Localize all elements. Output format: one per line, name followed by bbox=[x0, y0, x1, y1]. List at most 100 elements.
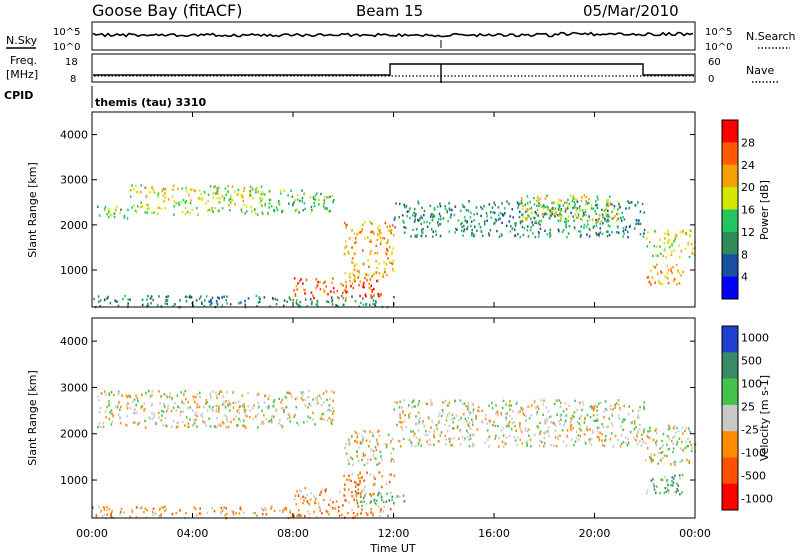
scatter-cell bbox=[559, 434, 561, 437]
scatter-cell bbox=[570, 426, 572, 429]
scatter-cell bbox=[466, 407, 469, 411]
scatter-cell bbox=[467, 432, 469, 435]
scatter-cell bbox=[676, 482, 678, 485]
scatter-cell bbox=[282, 304, 285, 307]
scatter-cell bbox=[369, 303, 371, 307]
scatter-cell bbox=[175, 511, 178, 515]
scatter-cell bbox=[633, 227, 636, 230]
scatter-cell bbox=[571, 438, 573, 441]
scatter-cell bbox=[676, 440, 679, 444]
scatter-cell bbox=[329, 505, 332, 508]
scatter-cell bbox=[260, 199, 262, 202]
scatter-cell bbox=[200, 295, 202, 298]
scatter-cell bbox=[181, 187, 183, 190]
scatter-cell bbox=[356, 433, 359, 436]
scatter-cell bbox=[247, 297, 250, 300]
scatter-cell bbox=[375, 503, 378, 506]
scatter-cell bbox=[185, 186, 187, 190]
scatter-cell bbox=[186, 425, 189, 429]
scatter-cell bbox=[481, 207, 484, 210]
scatter-cell bbox=[675, 234, 678, 238]
scatter-cell bbox=[578, 438, 580, 442]
scatter-cell bbox=[314, 501, 316, 505]
scatter-cell bbox=[606, 214, 608, 218]
scatter-cell bbox=[436, 427, 439, 431]
scatter-cell bbox=[183, 393, 185, 396]
scatter-cell bbox=[383, 237, 386, 240]
scatter-cell bbox=[385, 251, 387, 255]
scatter-cell bbox=[266, 406, 269, 409]
scatter-cell bbox=[264, 204, 267, 207]
scatter-cell bbox=[252, 197, 254, 200]
scatter-cell bbox=[343, 221, 346, 225]
scatter-cell bbox=[455, 414, 458, 417]
scatter-cell bbox=[470, 220, 473, 223]
cpid-program: themis (tau) 3310 bbox=[95, 96, 207, 109]
x-tick-label: 08:00 bbox=[277, 527, 309, 540]
scatter-cell bbox=[470, 224, 472, 228]
scatter-band bbox=[343, 429, 395, 467]
scatter-cell bbox=[510, 427, 513, 431]
scatter-cell bbox=[658, 451, 660, 455]
scatter-cell bbox=[488, 203, 491, 206]
scatter-cell bbox=[439, 202, 441, 205]
scatter-cell bbox=[372, 514, 374, 517]
scatter-cell bbox=[649, 426, 651, 430]
scatter-cell bbox=[217, 209, 219, 212]
scatter-cell bbox=[129, 298, 131, 301]
scatter-cell bbox=[629, 430, 632, 434]
scatter-cell bbox=[622, 227, 625, 230]
scatter-cell bbox=[353, 430, 356, 433]
scatter-cell bbox=[584, 416, 586, 420]
scatter-cell bbox=[661, 457, 664, 460]
scatter-cell bbox=[627, 236, 629, 239]
scatter-cell bbox=[661, 450, 664, 454]
scatter-cell bbox=[127, 402, 129, 405]
scatter-cell bbox=[415, 422, 417, 425]
scatter-cell bbox=[111, 214, 113, 217]
scatter-cell bbox=[135, 403, 138, 407]
scatter-cell bbox=[520, 406, 522, 410]
scatter-cell bbox=[194, 413, 196, 416]
scatter-cell bbox=[324, 489, 326, 492]
scatter-cell bbox=[279, 192, 282, 195]
scatter-cell bbox=[114, 299, 116, 302]
scatter-cell bbox=[621, 420, 624, 424]
scatter-cell bbox=[550, 421, 552, 424]
scatter-cell bbox=[655, 428, 657, 431]
scatter-cell bbox=[221, 403, 224, 406]
scatter-cell bbox=[257, 406, 260, 410]
scatter-cell bbox=[433, 435, 436, 439]
scatter-cell bbox=[367, 458, 369, 461]
scatter-cell bbox=[205, 398, 208, 402]
scatter-cell bbox=[646, 435, 648, 438]
scatter-cell bbox=[378, 491, 380, 495]
scatter-cell bbox=[666, 454, 668, 458]
scatter-cell bbox=[540, 219, 542, 223]
scatter-cell bbox=[229, 409, 231, 412]
scatter-cell bbox=[345, 442, 348, 446]
scatter-cell bbox=[471, 418, 473, 421]
scatter-cell bbox=[311, 209, 313, 212]
scatter-cell bbox=[403, 420, 405, 423]
scatter-cell bbox=[668, 426, 671, 430]
scatter-cell bbox=[395, 496, 398, 499]
scatter-cell bbox=[685, 427, 687, 430]
scatter-cell bbox=[605, 199, 608, 202]
scatter-cell bbox=[536, 196, 539, 199]
scatter-cell bbox=[250, 205, 252, 208]
scatter-cell bbox=[143, 510, 145, 514]
scatter-cell bbox=[159, 515, 161, 519]
scatter-cell bbox=[225, 425, 227, 428]
scatter-cell bbox=[217, 296, 219, 299]
scatter-cell bbox=[393, 460, 395, 463]
scatter-cell bbox=[193, 189, 196, 192]
scatter-cell bbox=[394, 400, 396, 404]
scatter-cell bbox=[550, 214, 553, 217]
scatter-cell bbox=[226, 420, 229, 423]
scatter-cell bbox=[175, 202, 177, 205]
scatter-cell bbox=[623, 218, 626, 221]
scatter-cell bbox=[403, 205, 406, 209]
scatter-cell bbox=[643, 428, 645, 431]
scatter-cell bbox=[98, 214, 101, 217]
